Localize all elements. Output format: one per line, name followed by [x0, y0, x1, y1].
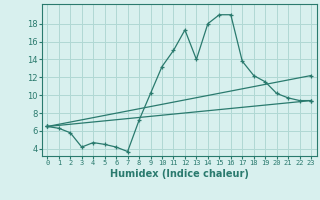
X-axis label: Humidex (Indice chaleur): Humidex (Indice chaleur)	[110, 169, 249, 179]
